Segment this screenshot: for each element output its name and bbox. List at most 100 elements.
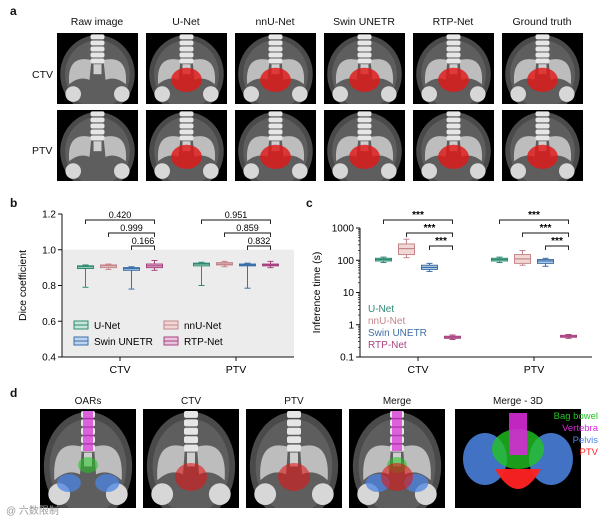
legend-item-swin-unetr: Swin UNETR xyxy=(368,328,427,339)
y-tick-label: 0.4 xyxy=(42,353,56,364)
significance-bracket-ptv-0: *** xyxy=(499,210,569,224)
box-u-net-ctv xyxy=(375,256,392,264)
legend-item-swin-unetr: Swin UNETR xyxy=(73,336,153,348)
box-nnu-net-ptv xyxy=(216,260,233,268)
inference-time-chart: 0.1 1 10 100 1000 Inference time (s) CTV PTV ***… xyxy=(311,210,592,376)
box-swin-unetr-ctv xyxy=(421,262,438,272)
svg-text:Swin UNETR: Swin UNETR xyxy=(94,337,153,348)
significance-bracket-ctv-2: 0.166 xyxy=(131,236,155,250)
panel-d-image-2 xyxy=(246,409,342,508)
y-tick-label: 1 xyxy=(348,320,354,331)
legend-item-nnu-net: nnU-Net xyxy=(368,316,405,327)
panel-d-col-header-4: Merge - 3D xyxy=(492,396,543,407)
y-tick-label: 1000 xyxy=(332,224,355,235)
ct-slice-ctv-5 xyxy=(502,33,583,104)
significance-bracket-ptv-1: 0.859 xyxy=(224,223,271,237)
col-header-3: Swin UNETR xyxy=(333,16,395,28)
panel-d-image-4 xyxy=(455,409,581,508)
ct-slice-ctv-3 xyxy=(324,33,405,104)
significance-label: 0.951 xyxy=(225,210,248,220)
svg-text:nnU-Net: nnU-Net xyxy=(184,321,221,332)
significance-label: *** xyxy=(424,223,436,234)
box-rtp-net-ptv xyxy=(560,333,577,339)
ct-slice-ptv-5 xyxy=(502,110,583,181)
x-tick-label-ptv: PTV xyxy=(226,364,246,376)
col-header-4: RTP-Net xyxy=(432,16,474,28)
panel-d-image-3 xyxy=(349,409,445,508)
significance-label: 0.166 xyxy=(132,236,155,246)
legend-3d-ptv: PTV xyxy=(579,447,598,458)
row-label-ctv: CTV xyxy=(32,69,53,81)
significance-label: 0.999 xyxy=(120,223,143,233)
significance-bracket-ctv-0: *** xyxy=(383,210,453,224)
box-rtp-net-ctv xyxy=(146,259,163,271)
significance-label: *** xyxy=(528,210,540,221)
panel-d-col-header-2: PTV xyxy=(284,396,304,407)
significance-label: *** xyxy=(551,236,563,247)
panel-d-col-header-3: Merge xyxy=(382,396,412,407)
legend-item-rtp-net: RTP-Net xyxy=(163,336,223,348)
panel-c-label: c xyxy=(306,196,313,210)
panel-d-image-0 xyxy=(40,409,136,508)
significance-bracket-ptv-2: *** xyxy=(545,236,569,250)
panel-d-label: d xyxy=(10,386,18,400)
svg-text:RTP-Net: RTP-Net xyxy=(184,337,223,348)
dice-chart: 0.4 0.6 0.8 1.0 1.2 Dice coefficient CTV PTV 0.4… xyxy=(17,210,294,376)
ct-slice-ptv-3 xyxy=(324,110,405,181)
col-header-1: U-Net xyxy=(172,16,200,28)
ct-slice-ptv-2 xyxy=(235,110,316,181)
significance-label: *** xyxy=(540,223,552,234)
significance-bracket-ctv-1: *** xyxy=(406,223,453,237)
legend-3d-pelvis: Pelvis xyxy=(572,435,598,446)
legend-item-u-net: U-Net xyxy=(73,320,120,332)
svg-text:U-Net: U-Net xyxy=(94,321,120,332)
ct-slice-ptv-0 xyxy=(57,110,138,181)
significance-bracket-ptv-1: *** xyxy=(522,223,569,237)
ct-slice-ctv-4 xyxy=(413,33,494,104)
box-rtp-net-ctv xyxy=(444,334,461,340)
legend-item-rtp-net: RTP-Net xyxy=(368,340,407,351)
col-header-2: nnU-Net xyxy=(255,16,295,28)
panel-d-image-1 xyxy=(143,409,239,508)
legend-3d-vertebra: Vertebra xyxy=(562,423,598,434)
box-swin-unetr-ctv xyxy=(123,266,140,290)
y-tick-label: 1.2 xyxy=(42,210,56,221)
col-header-5: Ground truth xyxy=(512,16,572,28)
y-axis-label: Inference time (s) xyxy=(311,252,323,334)
y-axis-label: Dice coefficient xyxy=(17,250,29,321)
y-tick-label: 0.8 xyxy=(42,281,56,292)
significance-label: *** xyxy=(412,210,424,221)
box-nnu-net-ctv xyxy=(398,238,415,259)
box-rtp-net-ptv xyxy=(262,260,279,269)
box-nnu-net-ctv xyxy=(100,263,117,270)
significance-bracket-ctv-0: 0.420 xyxy=(85,210,155,224)
panel-a-label: a xyxy=(10,4,17,18)
y-tick-label: 1.0 xyxy=(42,245,56,256)
panel-d-col-header-1: CTV xyxy=(181,396,201,407)
legend-item-u-net: U-Net xyxy=(368,304,394,315)
y-tick-label: 0.1 xyxy=(340,353,354,364)
significance-label: 0.420 xyxy=(109,210,132,220)
y-tick-label: 0.6 xyxy=(42,317,56,328)
ct-slice-ptv-1 xyxy=(146,110,227,181)
significance-bracket-ctv-1: 0.999 xyxy=(108,223,155,237)
x-tick-label-ctv: CTV xyxy=(408,364,429,376)
box-u-net-ptv xyxy=(193,261,210,286)
y-tick-label: 100 xyxy=(337,256,354,267)
box-swin-unetr-ptv xyxy=(537,257,554,267)
significance-label: 0.832 xyxy=(248,236,271,246)
x-tick-label-ctv: CTV xyxy=(110,364,131,376)
legend-3d-bag-bowel: Bag bowel xyxy=(553,411,598,422)
panel-b-label: b xyxy=(10,196,18,210)
panel-d-col-header-0: OARs xyxy=(74,396,102,407)
legend-item-nnu-net: nnU-Net xyxy=(163,320,221,332)
significance-label: *** xyxy=(435,236,447,247)
significance-bracket-ctv-2: *** xyxy=(429,236,453,250)
significance-bracket-ptv-0: 0.951 xyxy=(201,210,271,224)
ct-slice-ctv-1 xyxy=(146,33,227,104)
box-u-net-ptv xyxy=(491,256,508,264)
row-label-ptv: PTV xyxy=(32,145,53,157)
significance-label: 0.859 xyxy=(236,223,259,233)
watermark: @ 六数限制 xyxy=(6,506,59,517)
ct-slice-ctv-2 xyxy=(235,33,316,104)
